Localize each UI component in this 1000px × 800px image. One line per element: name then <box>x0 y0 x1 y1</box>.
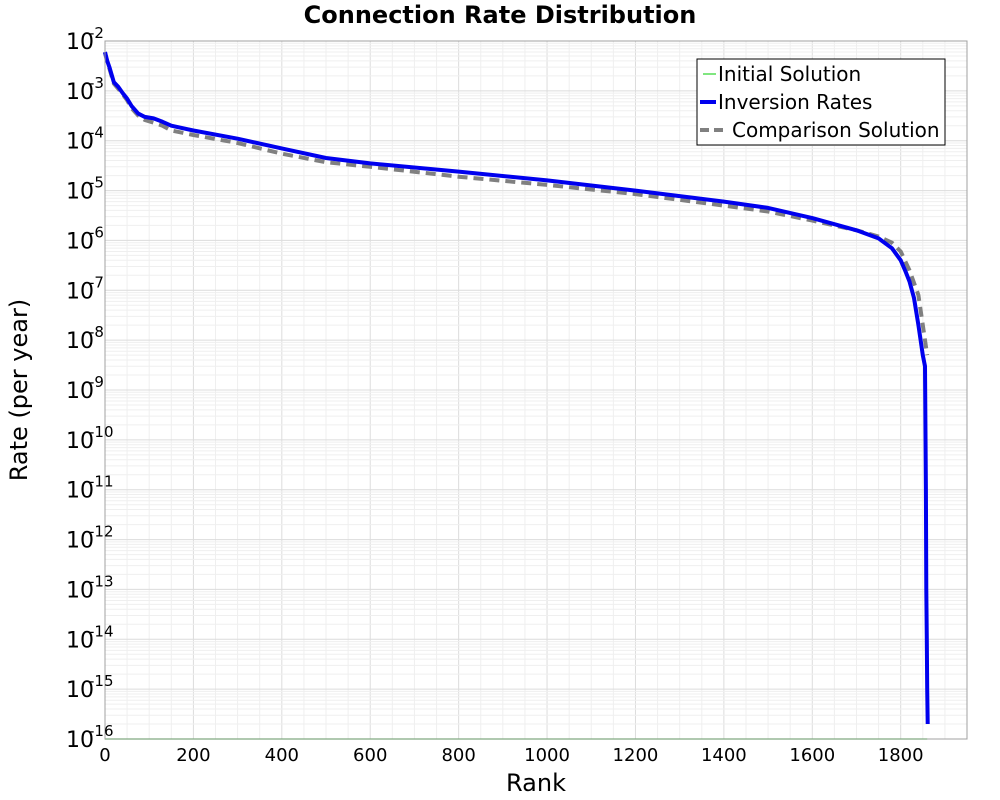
y-tick-labels: 10-210-310-410-510-610-710-810-910-1010-… <box>66 24 114 753</box>
y-tick-base: 10 <box>66 180 94 205</box>
x-tick-label: 800 <box>441 745 475 766</box>
y-tick-exponent: -14 <box>89 622 114 640</box>
chart-title: Connection Rate Distribution <box>304 1 697 29</box>
y-tick-label: 10-5 <box>66 174 104 205</box>
y-tick-base: 10 <box>66 678 94 703</box>
x-tick-label: 200 <box>176 745 210 766</box>
y-tick-label: 10-6 <box>66 223 104 254</box>
y-tick-exponent: -11 <box>89 473 114 491</box>
y-tick-exponent: -2 <box>89 24 104 42</box>
y-tick-exponent: -8 <box>89 323 104 341</box>
x-tick-label: 1800 <box>878 745 924 766</box>
y-tick-label: 10-3 <box>66 74 104 105</box>
y-tick-base: 10 <box>66 130 94 155</box>
y-tick-base: 10 <box>66 578 94 603</box>
y-tick-label: 10-11 <box>66 473 114 504</box>
y-tick-exponent: -16 <box>89 722 114 740</box>
grid-layer <box>104 41 968 740</box>
x-tick-label: 600 <box>353 745 387 766</box>
y-tick-label: 10-14 <box>66 622 114 653</box>
legend-label-inversion-rates: Inversion Rates <box>718 90 872 114</box>
y-tick-label: 10-10 <box>66 423 114 454</box>
y-tick-exponent: -3 <box>89 74 104 92</box>
y-tick-exponent: -12 <box>89 523 114 541</box>
y-tick-label: 10-16 <box>66 722 114 753</box>
x-tick-label: 1200 <box>613 745 659 766</box>
y-tick-base: 10 <box>66 429 94 454</box>
y-tick-label: 10-12 <box>66 523 114 554</box>
y-tick-exponent: -6 <box>89 223 104 241</box>
series-line-inversion-rates <box>103 51 930 725</box>
y-tick-base: 10 <box>66 529 94 554</box>
y-tick-base: 10 <box>66 479 94 504</box>
x-tick-labels: 0 200 400 600 800 1000 1200 1400 1600 1800 <box>99 745 923 766</box>
y-tick-base: 10 <box>66 80 94 105</box>
y-tick-exponent: -9 <box>89 373 104 391</box>
legend-box <box>696 58 946 146</box>
x-tick-label: 1600 <box>789 745 835 766</box>
x-tick-label: 1000 <box>524 745 570 766</box>
y-tick-base: 10 <box>66 329 94 354</box>
y-tick-base: 10 <box>66 728 94 753</box>
y-tick-label: 10-15 <box>66 672 114 703</box>
y-tick-base: 10 <box>66 379 94 404</box>
y-tick-exponent: -13 <box>89 572 114 590</box>
legend-label-initial-solution: Initial Solution <box>718 62 861 86</box>
plot-frame <box>104 40 968 740</box>
y-tick-base: 10 <box>66 229 94 254</box>
y-tick-exponent: -4 <box>89 124 104 142</box>
y-tick-label: 10-4 <box>66 124 104 155</box>
y-tick-base: 10 <box>66 30 94 55</box>
y-tick-label: 10-9 <box>66 373 104 404</box>
legend-label-comparison-solution: Comparison Solution <box>732 118 940 142</box>
y-tick-base: 10 <box>66 279 94 304</box>
x-tick-label: 1400 <box>701 745 747 766</box>
y-tick-base: 10 <box>66 628 94 653</box>
y-tick-exponent: -7 <box>89 273 104 291</box>
y-tick-exponent: -15 <box>89 672 114 690</box>
x-tick-label: 400 <box>265 745 299 766</box>
x-axis-label: Rank <box>506 769 566 797</box>
y-tick-label: 10-13 <box>66 572 114 603</box>
y-axis-label: Rate (per year) <box>5 299 33 481</box>
y-tick-label: 10-8 <box>66 323 104 354</box>
y-tick-exponent: -5 <box>89 174 104 192</box>
y-tick-exponent: -10 <box>89 423 114 441</box>
x-tick-label: 0 <box>99 745 110 766</box>
legend: Initial Solution Inversion Rates Compari… <box>696 58 946 146</box>
y-tick-label: 10-2 <box>66 24 104 55</box>
y-tick-label: 10-7 <box>66 273 104 304</box>
